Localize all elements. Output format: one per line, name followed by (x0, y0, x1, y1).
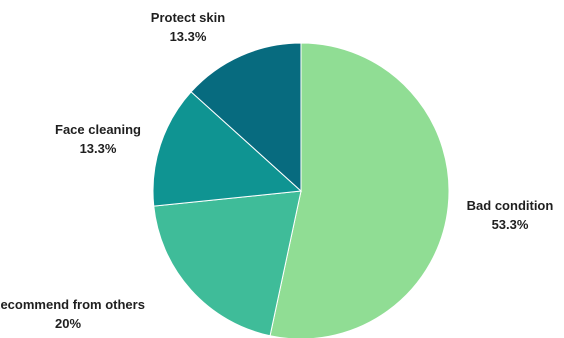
slice-label-protect-skin: Protect skin (151, 10, 225, 25)
slice-value-protect-skin: 13.3% (170, 29, 207, 44)
slice-label-face-cleaning: Face cleaning (55, 122, 141, 137)
slice-label-bad-condition: Bad condition (467, 198, 554, 213)
slice-value-face-cleaning: 13.3% (80, 141, 117, 156)
pie-slice-recommend-from-others (153, 190, 302, 337)
pie-labels: Bad condition 53.3% Recommend from others 2… (0, 10, 553, 331)
pie-slice-face-cleaning (152, 91, 303, 207)
pie-slice-protect-skin (190, 42, 302, 193)
slice-label-recommend-from-others: Recommend from others (0, 297, 145, 312)
pie-slice-bad-condition (269, 42, 450, 338)
slice-value-recommend-from-others: 20% (55, 316, 81, 331)
pie-slices (152, 42, 450, 338)
slice-value-bad-condition: 53.3% (492, 217, 529, 232)
